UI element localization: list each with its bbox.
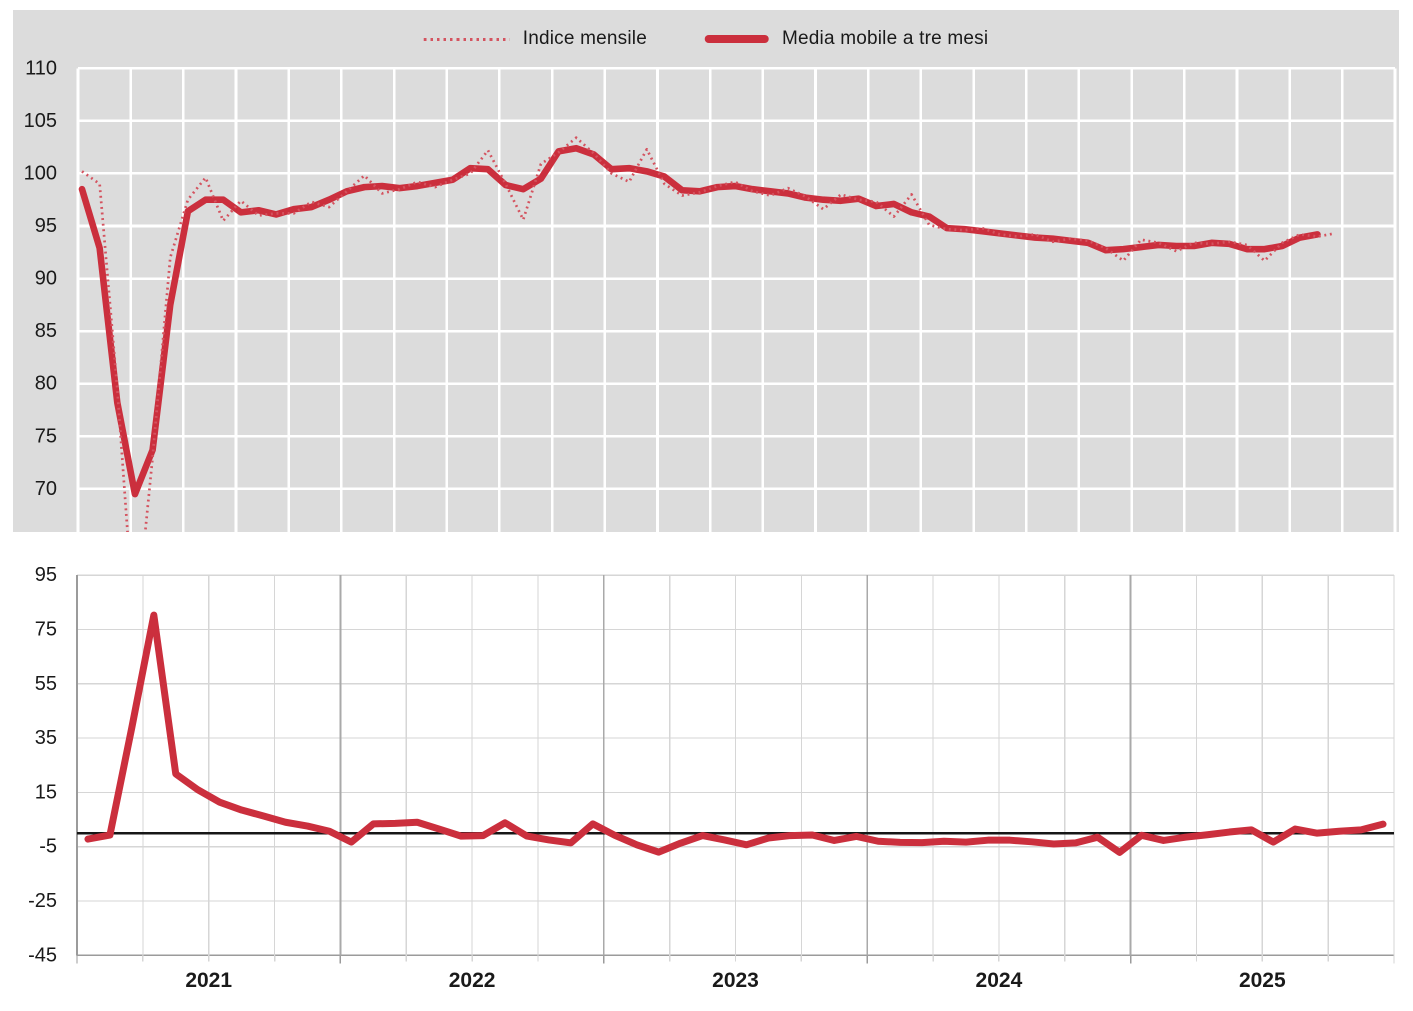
year-label: 2021: [185, 969, 232, 992]
y-axis-tick-label: 80: [35, 373, 57, 395]
y-axis-tick-label: 90: [35, 268, 57, 290]
year-label: 2024: [976, 969, 1023, 992]
legend-item-media-mobile: Media mobile a tre mesi: [704, 28, 989, 50]
yoy-change-chart: 95 75 55 35 15 -5 -25 -45 2021 2022 2023 2024 2025: [28, 564, 1395, 992]
y-axis-tick-label: 100: [24, 162, 57, 184]
y-axis-tick-label: 55: [35, 673, 57, 695]
index-level-chart: 110 105 100 95 90 85 80 75 70: [24, 57, 1397, 532]
indice-mensile-line: [81, 136, 1336, 532]
dotted-line-swatch-icon: [423, 37, 510, 41]
y-axis-tick-label: 95: [35, 215, 57, 237]
yoy-change-line: [84, 611, 1387, 856]
legend-item-indice-mensile: Indice mensile: [423, 28, 647, 50]
legend-label-indice-mensile: Indice mensile: [522, 28, 647, 49]
y-axis-tick-label: 70: [35, 478, 57, 500]
year-label: 2023: [712, 969, 759, 992]
yoy-change-panel: 95 75 55 35 15 -5 -25 -45 2021 2022 2023 2024 2025: [13, 545, 1399, 1011]
legend-label-media-mobile: Media mobile a tre mesi: [781, 28, 989, 49]
y-axis-tick-label: 75: [35, 425, 57, 447]
y-axis-tick-label: 110: [25, 57, 57, 79]
year-label: 2022: [449, 969, 496, 992]
y-axis-tick-label: 75: [35, 619, 57, 641]
y-axis-tick-label: 105: [24, 110, 57, 132]
y-axis-tick-label: -5: [39, 836, 57, 858]
y-axis-tick-label: 35: [35, 727, 57, 749]
solid-line-swatch-icon: [704, 35, 769, 43]
y-axis-tick-label: 95: [35, 564, 57, 586]
y-axis-tick-label: -45: [28, 944, 57, 966]
index-level-panel: Indice mensile Media mobile a tre mesi 1…: [13, 10, 1399, 532]
y-axis-tick-label: -25: [28, 890, 57, 912]
chart-legend: Indice mensile Media mobile a tre mesi: [393, 22, 1019, 56]
year-label: 2025: [1239, 969, 1286, 992]
y-axis-tick-label: 15: [35, 781, 57, 803]
y-axis-tick-label: 85: [35, 320, 57, 342]
